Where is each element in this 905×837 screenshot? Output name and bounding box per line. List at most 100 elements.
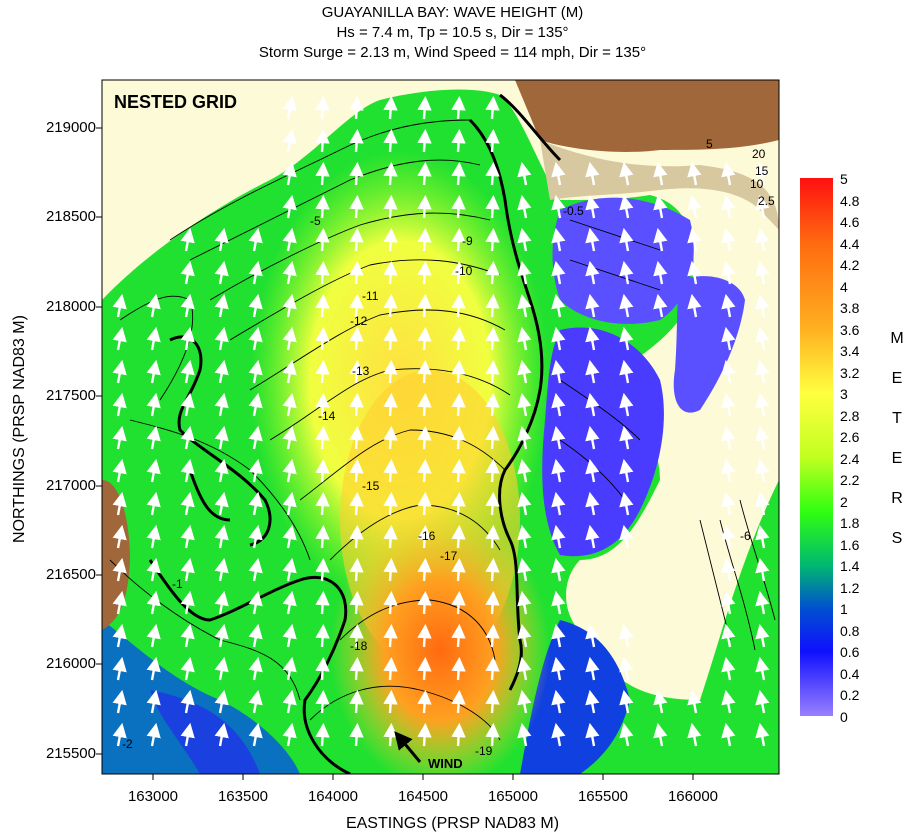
contour-label: -0.5 xyxy=(563,204,584,218)
contour-label: -16 xyxy=(418,529,436,543)
wave-arrow-icon xyxy=(619,722,634,747)
wave-arrow-icon xyxy=(517,260,532,285)
wave-arrow-icon xyxy=(214,491,229,516)
wave-arrow-icon xyxy=(383,722,398,747)
wave-arrow-icon xyxy=(349,557,364,582)
units-letter: S xyxy=(891,530,903,547)
wave-arrow-icon xyxy=(282,722,297,747)
wave-arrow-icon xyxy=(653,722,668,747)
shoreline-contour xyxy=(148,93,562,774)
wave-arrow-icon xyxy=(180,293,195,318)
wave-arrow-icon xyxy=(517,161,532,186)
colorbar-tick-label: 0.6 xyxy=(840,644,860,661)
wave-arrow-icon xyxy=(619,656,634,681)
wave-arrow-icon xyxy=(214,623,229,648)
wave-arrow-icon xyxy=(383,359,398,384)
wave-arrow-icon xyxy=(517,557,532,582)
colorbar-tick-label: 0.4 xyxy=(840,665,860,682)
wave-arrow-icon xyxy=(214,689,229,714)
wave-arrow-icon xyxy=(417,359,432,384)
wave-arrow-icon xyxy=(417,590,432,615)
wave-arrow-icon xyxy=(146,590,161,615)
wave-arrow-icon xyxy=(721,722,736,747)
colorbar-tick-label: 1.4 xyxy=(840,558,860,575)
wave-arrow-icon xyxy=(417,260,432,285)
wave-arrow-icon xyxy=(755,293,770,318)
wave-arrow-icon xyxy=(451,95,466,120)
wave-arrow-icon xyxy=(383,557,398,582)
wave-arrow-icon xyxy=(551,293,566,318)
wave-arrow-icon xyxy=(315,359,330,384)
wave-arrow-icon xyxy=(315,689,330,714)
wave-arrow-icon xyxy=(383,260,398,285)
wave-arrow-icon xyxy=(585,161,600,186)
colorbar-tick-label: 3 xyxy=(840,386,848,403)
wave-arrow-icon xyxy=(248,458,263,483)
wave-arrow-icon xyxy=(551,722,566,747)
wave-arrow-icon xyxy=(517,326,532,351)
wave-arrow-icon xyxy=(349,590,364,615)
wave-arrow-icon xyxy=(315,557,330,582)
wave-arrow-icon xyxy=(451,458,466,483)
wave-arrow-icon xyxy=(349,623,364,648)
upland-ne xyxy=(515,80,779,152)
wave-arrow-icon xyxy=(485,128,500,153)
colorbar-tick-label: 4.6 xyxy=(840,214,860,231)
wave-arrow-icon xyxy=(485,425,500,450)
wave-arrow-icon xyxy=(417,557,432,582)
wave-arrow-icon xyxy=(180,326,195,351)
wave-arrow-icon xyxy=(687,722,702,747)
wave-arrow-icon xyxy=(451,359,466,384)
wave-arrow-icon xyxy=(619,359,634,384)
wave-arrow-icon xyxy=(349,95,364,120)
wave-arrow-icon xyxy=(180,689,195,714)
wave-arrow-icon xyxy=(619,425,634,450)
colorbar-tick-label: 2.4 xyxy=(840,450,860,467)
wave-arrow-icon xyxy=(214,722,229,747)
wave-arrow-icon xyxy=(383,590,398,615)
wave-arrow-icon xyxy=(687,194,702,219)
y-tick-label: 218500 xyxy=(45,208,96,225)
wave-arrow-icon xyxy=(383,293,398,318)
x-tick-label: 164500 xyxy=(397,788,449,805)
wave-arrow-icon xyxy=(721,656,736,681)
wave-arrow-icon xyxy=(315,227,330,252)
wave-arrow-icon xyxy=(180,227,195,252)
units-letter: E xyxy=(891,370,903,387)
wave-arrow-icon xyxy=(721,293,736,318)
contour-label: 15 xyxy=(755,164,769,178)
wave-arrow-icon xyxy=(383,491,398,516)
wave-arrow-icon xyxy=(349,326,364,351)
wave-arrow-icon xyxy=(687,161,702,186)
wave-arrow-icon xyxy=(417,128,432,153)
wave-arrow-icon xyxy=(517,656,532,681)
wave-arrow-icon xyxy=(517,227,532,252)
wave-arrow-icon xyxy=(315,491,330,516)
wave-arrow-icon xyxy=(755,425,770,450)
wave-arrow-icon xyxy=(214,458,229,483)
wave-arrow-icon xyxy=(180,722,195,747)
units-letter: E xyxy=(891,450,903,467)
wave-arrow-icon xyxy=(349,425,364,450)
wave-arrow-icon xyxy=(282,689,297,714)
colorbar-tick-label: 1 xyxy=(840,601,848,618)
wave-arrow-icon xyxy=(619,161,634,186)
wave-arrow-icon xyxy=(485,557,500,582)
wave-arrow-icon xyxy=(417,227,432,252)
wave-arrow-icon xyxy=(755,590,770,615)
wave-arrow-icon xyxy=(721,359,736,384)
wave-arrow-icon xyxy=(653,194,668,219)
wave-arrow-icon xyxy=(517,590,532,615)
wave-arrow-icon xyxy=(451,326,466,351)
wave-arrow-icon xyxy=(451,590,466,615)
wave-arrow-icon xyxy=(551,491,566,516)
wave-arrow-icon xyxy=(282,590,297,615)
contour-label: 20 xyxy=(752,147,766,161)
wave-arrow-icon xyxy=(349,128,364,153)
contour-label: -19 xyxy=(475,744,493,758)
contour-label: -14 xyxy=(318,409,336,423)
map-plot-area: -9 -10 -11 -12 -13 -14 -15 -16 -17 -18 -… xyxy=(102,80,779,774)
colorbar-tick-label: 4.4 xyxy=(840,235,860,252)
wave-arrow-icon xyxy=(551,524,566,549)
x-tick-label: 164000 xyxy=(307,788,359,805)
